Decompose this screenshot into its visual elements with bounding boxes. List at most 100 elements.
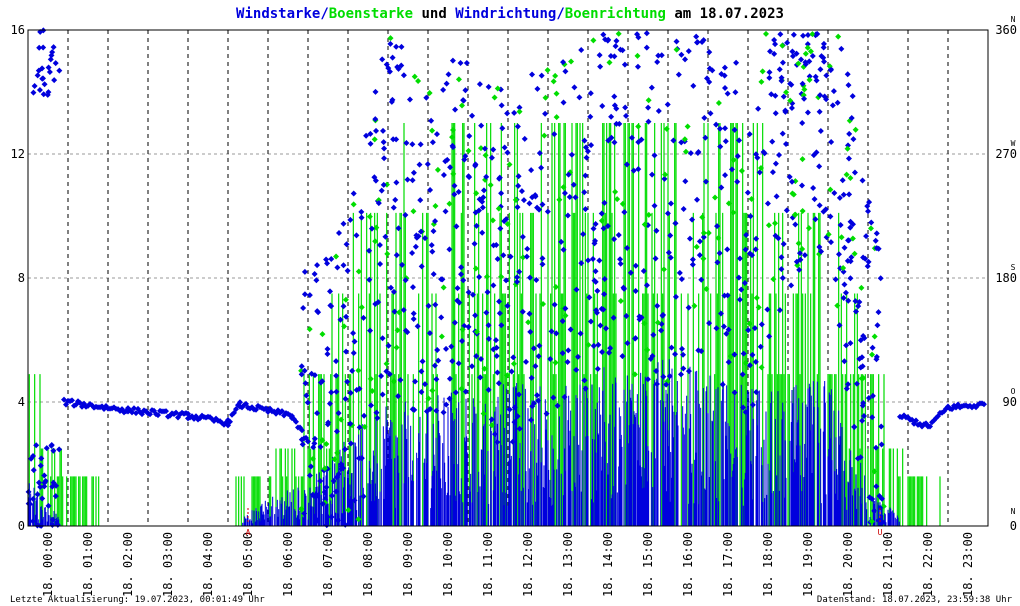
- y-left-tick-label: 0: [18, 519, 25, 533]
- x-tick-label: 18. 18:00: [761, 532, 775, 597]
- wind-direction-point: [45, 502, 52, 509]
- gust-direction-point: [550, 78, 557, 85]
- wind-direction-point: [342, 395, 349, 402]
- wind-direction-point: [363, 132, 370, 139]
- wind-direction-point: [42, 477, 49, 484]
- gust-direction-point: [552, 72, 559, 79]
- wind-direction-point: [330, 478, 337, 485]
- wind-direction-point: [147, 411, 153, 418]
- wind-direction-point: [472, 312, 479, 319]
- wind-direction-point: [163, 408, 169, 415]
- wind-direction-point: [835, 251, 842, 258]
- wind-direction-point: [417, 141, 424, 148]
- wind-direction-point: [758, 321, 765, 328]
- wind-direction-point: [34, 72, 41, 79]
- wind-direction-point: [601, 276, 608, 283]
- wind-direction-point: [561, 393, 568, 400]
- gust-direction-point: [799, 207, 806, 214]
- wind-direction-point: [731, 389, 738, 396]
- direction-label: S: [1011, 263, 1016, 272]
- wind-direction-point: [446, 246, 453, 253]
- wind-direction-point: [380, 181, 387, 188]
- gust-direction-point: [298, 367, 305, 374]
- wind-direction-point: [453, 223, 460, 230]
- wind-direction-point: [756, 169, 763, 176]
- wind-direction-point: [706, 320, 713, 327]
- wind-direction-point: [806, 58, 813, 65]
- wind-direction-point: [403, 139, 410, 146]
- wind-direction-point: [497, 225, 504, 232]
- wind-direction-point: [658, 327, 665, 334]
- wind-direction-point: [678, 51, 685, 58]
- wind-direction-point: [689, 216, 696, 223]
- gust-direction-point: [772, 220, 779, 227]
- gust-direction-point: [341, 323, 348, 330]
- wind-direction-point: [469, 291, 476, 298]
- wind-direction-point: [433, 376, 440, 383]
- y-left-tick-label: 16: [11, 23, 25, 37]
- gust-direction-point: [498, 273, 505, 280]
- gust-direction-point: [432, 203, 439, 210]
- gust-direction-point: [434, 166, 441, 173]
- wind-direction-point: [855, 303, 862, 310]
- gust-direction-point: [372, 238, 379, 245]
- wind-direction-point: [836, 322, 843, 329]
- wind-direction-point: [491, 431, 498, 438]
- wind-direction-point: [845, 297, 852, 304]
- direction-label: W: [1011, 139, 1016, 148]
- wind-direction-point: [417, 197, 424, 204]
- wind-direction-point: [682, 178, 689, 185]
- wind-direction-point: [301, 268, 308, 275]
- wind-direction-point: [627, 269, 634, 276]
- wind-direction-point: [298, 436, 305, 443]
- gust-direction-point: [387, 35, 394, 42]
- wind-direction-point: [485, 386, 492, 393]
- wind-direction-point: [600, 225, 607, 232]
- wind-direction-point: [311, 435, 318, 442]
- wind-direction-point: [845, 82, 852, 89]
- gust-direction-point: [847, 174, 854, 181]
- wind-direction-point: [817, 128, 824, 135]
- x-tick-label: 18. 07:00: [321, 532, 335, 597]
- wind-direction-point: [69, 397, 75, 404]
- wind-direction-point: [784, 39, 791, 46]
- wind-direction-point: [753, 235, 760, 242]
- gust-direction-point: [472, 265, 479, 272]
- wind-direction-point: [378, 372, 385, 379]
- wind-direction-point: [504, 302, 511, 309]
- gust-direction-point: [366, 213, 373, 220]
- wind-direction-point: [373, 409, 380, 416]
- x-tick-label: 18. 04:00: [201, 532, 215, 597]
- wind-direction-point: [869, 392, 876, 399]
- wind-direction-point: [852, 308, 859, 315]
- wind-direction-point: [602, 325, 609, 332]
- wind-direction-point: [427, 187, 434, 194]
- wind-direction-point: [560, 246, 567, 253]
- wind-direction-point: [568, 151, 575, 158]
- gust-direction-point: [540, 301, 547, 308]
- wind-direction-point: [696, 252, 703, 259]
- wind-direction-point: [390, 136, 397, 143]
- wind-direction-point: [764, 306, 771, 313]
- wind-direction-point: [349, 367, 356, 374]
- wind-direction-point: [432, 301, 439, 308]
- wind-direction-point: [498, 190, 505, 197]
- wind-direction-point: [617, 256, 624, 263]
- wind-direction-point: [360, 314, 367, 321]
- gust-direction-point: [748, 195, 755, 202]
- gust-direction-point: [802, 50, 809, 57]
- wind-direction-point: [347, 389, 354, 396]
- gust-direction-point: [552, 359, 559, 366]
- gust-direction-point: [396, 309, 403, 316]
- wind-direction-point: [560, 59, 567, 66]
- wind-direction-point: [324, 346, 331, 353]
- wind-direction-point: [543, 410, 550, 417]
- wind-direction-point: [913, 417, 919, 424]
- wind-direction-point: [635, 139, 642, 146]
- wind-direction-point: [619, 47, 626, 54]
- wind-direction-point: [155, 412, 161, 419]
- wind-direction-point: [488, 416, 495, 423]
- wind-direction-point: [862, 255, 869, 262]
- wind-direction-point: [846, 191, 853, 198]
- wind-direction-point: [391, 308, 398, 315]
